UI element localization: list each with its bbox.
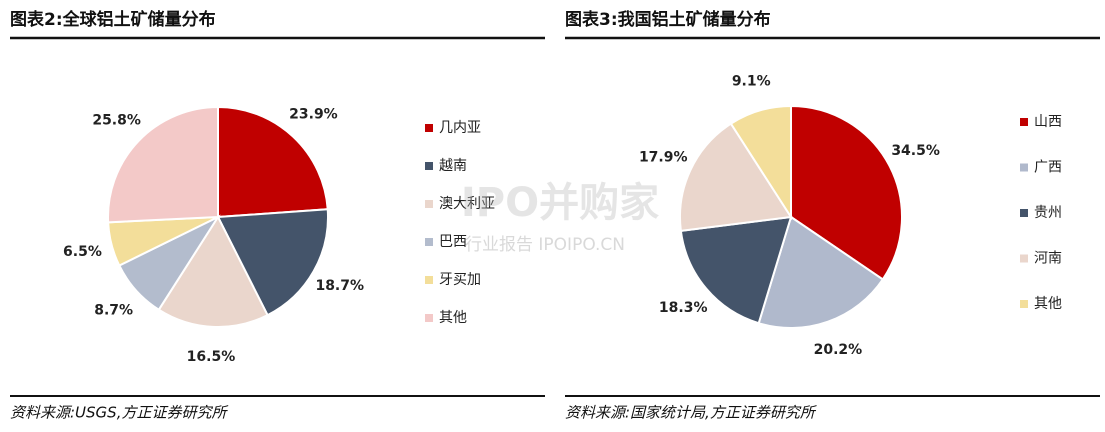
pie-slice [729, 104, 792, 221]
source-note: 资料来源:国家统计局,方正证券研究所 [565, 404, 817, 422]
legend-label: 其他 [439, 310, 467, 326]
legend-swatch [425, 162, 433, 170]
data-label: 18.7% [315, 278, 364, 294]
chart-title: 图表2:全球铝土矿储量分布 [10, 9, 216, 30]
legend-swatch [1020, 254, 1028, 263]
legend-swatch [425, 314, 433, 322]
legend-label: 澳大利亚 [439, 196, 495, 212]
data-label: 8.7% [94, 302, 133, 318]
legend-swatch [425, 238, 433, 246]
pie-slice [217, 105, 329, 219]
data-label: 18.3% [659, 300, 708, 316]
legend-label: 广西 [1034, 160, 1062, 176]
legend-swatch [425, 124, 433, 132]
data-label: 9.1% [732, 74, 771, 90]
legend-label: 其他 [1034, 296, 1062, 312]
legend-label: 贵州 [1034, 205, 1062, 221]
data-label: 34.5% [891, 143, 940, 159]
legend-label: 山西 [1034, 114, 1062, 130]
pie-slice [216, 208, 329, 317]
pie-slice [679, 122, 793, 233]
legend-label: 几内亚 [439, 120, 481, 136]
legend-label: 越南 [439, 158, 467, 174]
pie-slice [790, 104, 903, 281]
data-label: 25.8% [92, 112, 141, 128]
legend-label: 河南 [1034, 251, 1062, 267]
legend-swatch [1020, 163, 1028, 172]
data-label: 17.9% [639, 149, 688, 165]
legend-swatch [425, 276, 433, 284]
pie-slice [679, 215, 793, 325]
legend-swatch [1020, 118, 1028, 126]
watermark-sub: 行业报告 IPOIPO.CN [465, 235, 625, 255]
data-label: 23.9% [289, 107, 338, 123]
pie-slice [107, 105, 219, 224]
source-note: 资料来源:USGS,方正证券研究所 [10, 404, 228, 422]
pie-slice [157, 214, 269, 328]
pie-slice [757, 215, 885, 329]
legend-swatch [1020, 209, 1028, 217]
legend-label: 巴西 [439, 234, 467, 250]
legend-label: 牙买加 [439, 272, 481, 288]
data-label: 16.5% [187, 349, 236, 365]
legend-swatch [425, 200, 433, 208]
legend-swatch [1020, 300, 1028, 308]
watermark: IPO并购家 [461, 180, 659, 226]
data-label: 6.5% [63, 244, 102, 260]
data-label: 20.2% [814, 342, 863, 358]
chart-title: 图表3:我国铝土矿储量分布 [565, 9, 771, 30]
